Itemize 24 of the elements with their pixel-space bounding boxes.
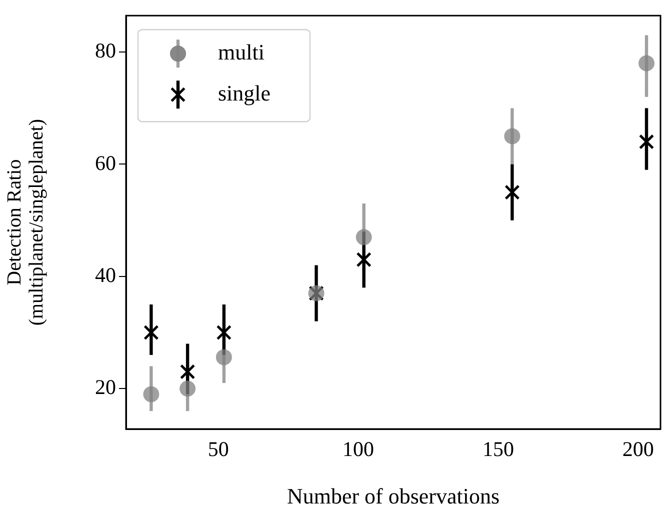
x-tick-label: 150	[482, 437, 514, 462]
point	[638, 55, 655, 72]
y-tick-label: 80	[95, 38, 116, 63]
point	[216, 324, 232, 340]
y-tick-label: 60	[95, 150, 116, 175]
y-tick-label: 20	[95, 375, 116, 400]
point	[144, 324, 159, 340]
point	[356, 229, 372, 246]
y-tick-label: 40	[95, 262, 116, 287]
point	[216, 349, 232, 366]
x-tick-label: 100	[342, 437, 374, 462]
legend-label: single	[218, 80, 271, 106]
x-tick-label: 200	[622, 437, 654, 462]
legend-label: multi	[218, 39, 264, 64]
point	[180, 380, 196, 397]
point	[143, 386, 160, 402]
point	[504, 184, 520, 200]
x-tick-label: 50	[208, 437, 229, 462]
point	[180, 364, 196, 380]
x-axis-title: Number of observations	[286, 484, 500, 509]
point	[638, 134, 654, 150]
point	[504, 128, 520, 144]
point	[356, 252, 372, 268]
y-axis-title: Detection Ratio (multiplanet/singleplanet)	[3, 118, 48, 326]
